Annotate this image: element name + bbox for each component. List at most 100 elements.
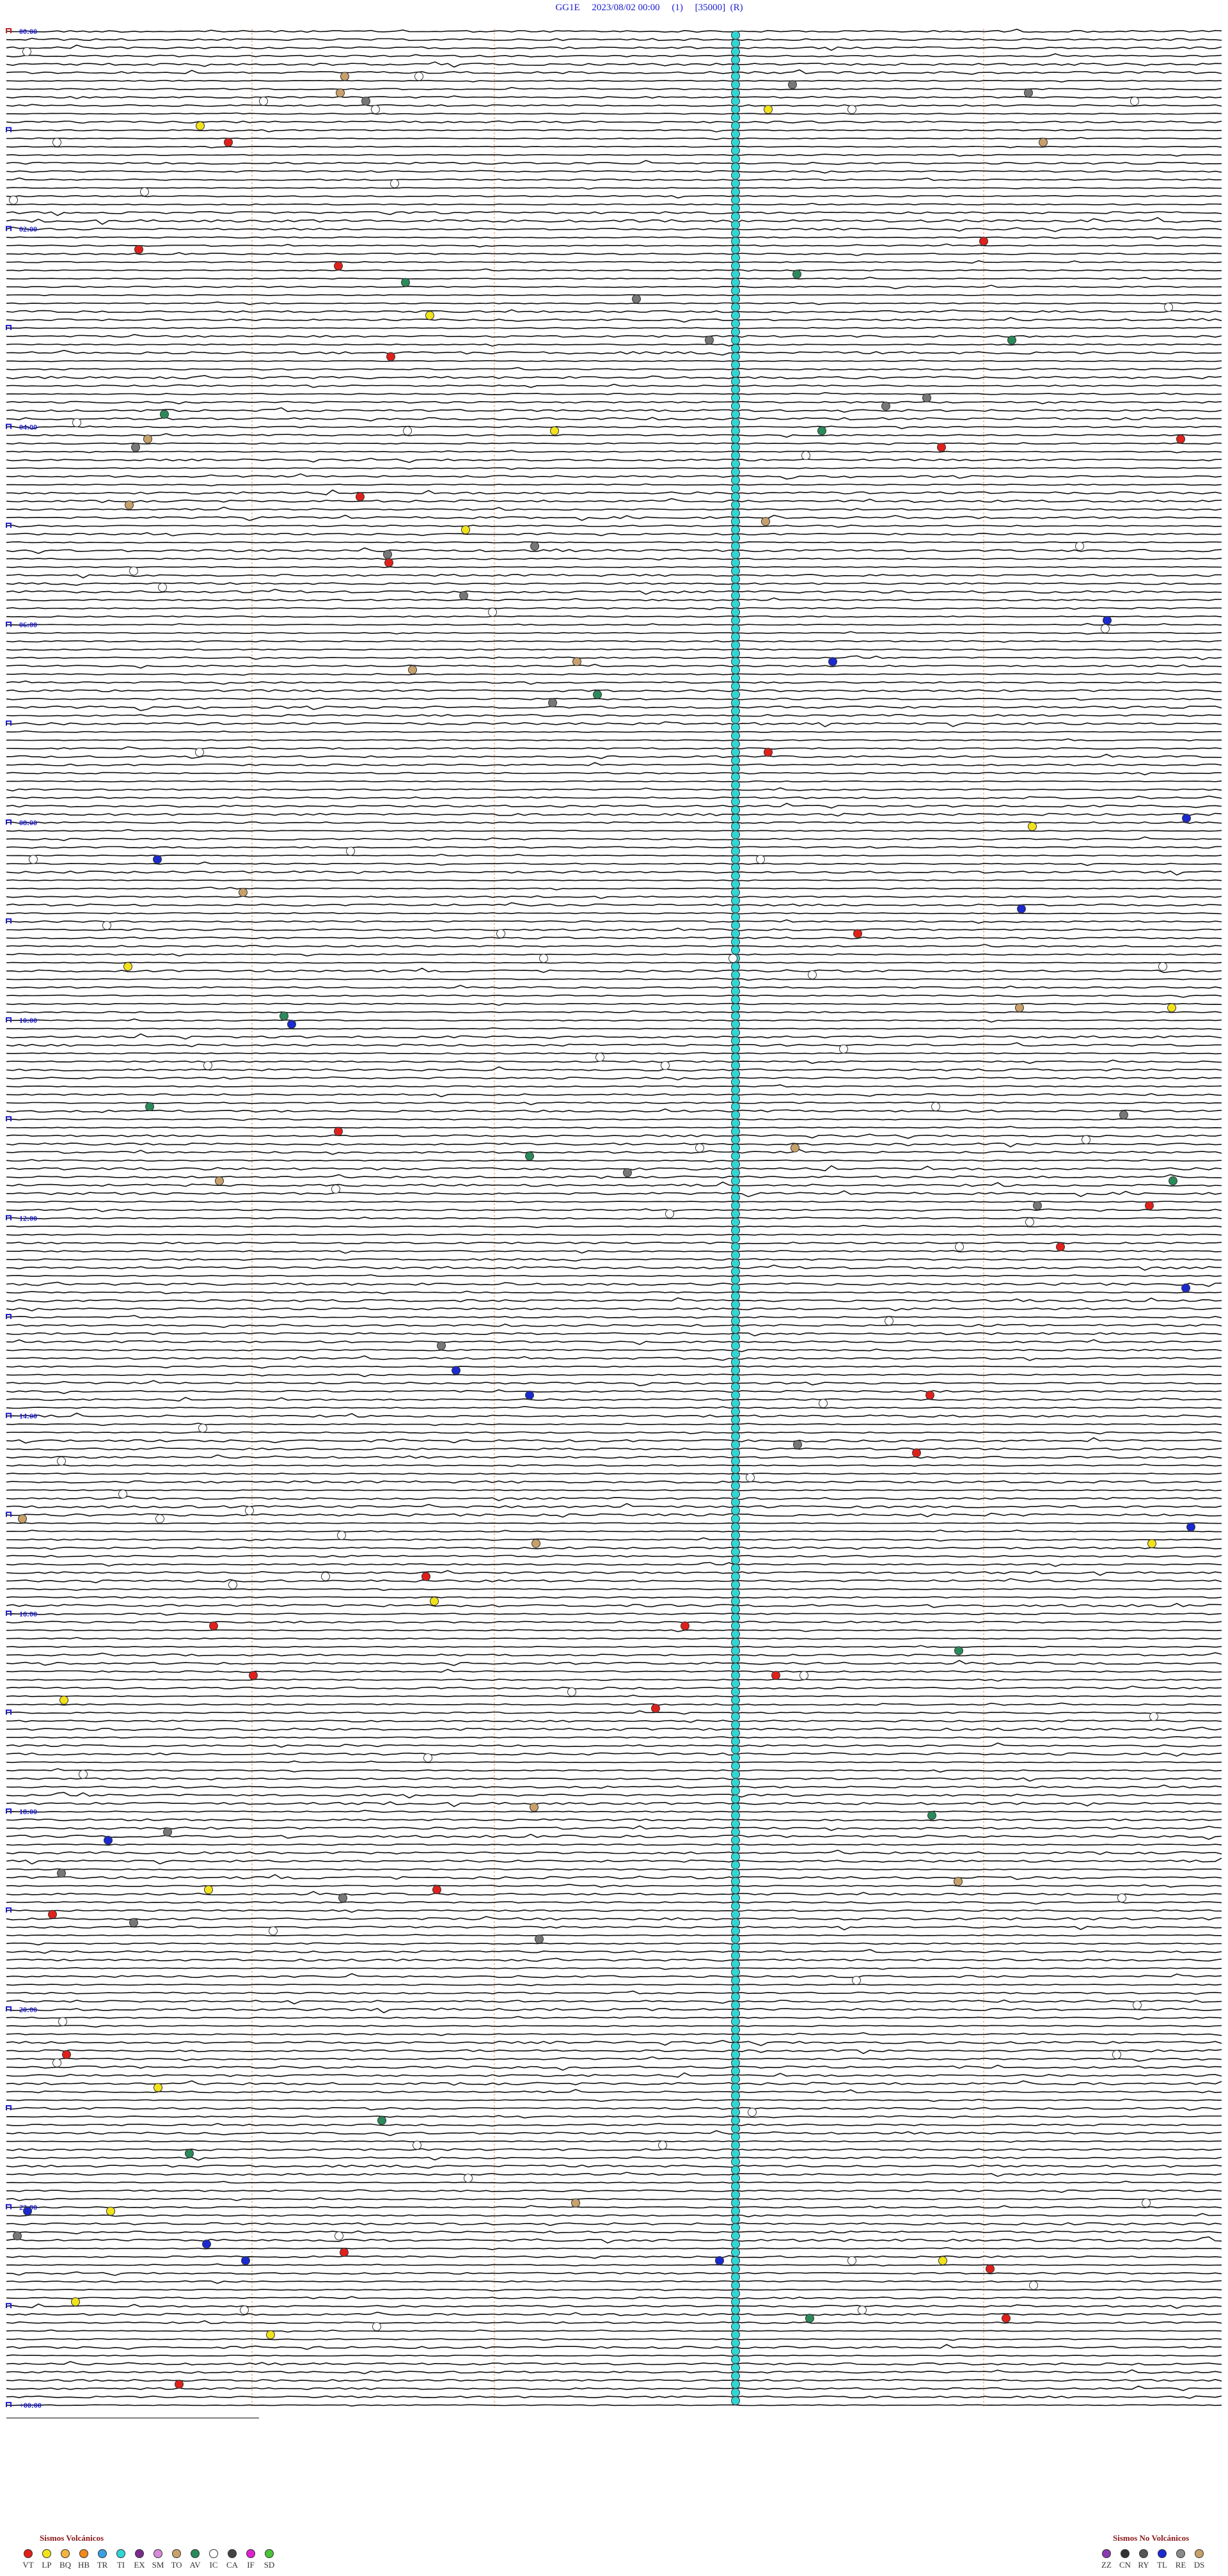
trace <box>6 1241 1222 1245</box>
event-marker <box>1149 1712 1158 1721</box>
event-marker <box>731 657 740 667</box>
trace <box>6 1719 1222 1723</box>
trace <box>6 400 1222 405</box>
event-marker <box>731 2248 740 2257</box>
event-marker <box>155 1514 164 1524</box>
event-marker <box>731 846 740 856</box>
event-marker <box>731 1959 740 1969</box>
event-marker <box>731 632 740 642</box>
legend-symbol <box>98 2549 107 2558</box>
hour-bracket <box>6 523 12 528</box>
event-marker <box>658 2140 667 2150</box>
event-marker <box>705 335 714 345</box>
event-marker <box>912 1448 921 1458</box>
trace <box>6 1973 1222 1979</box>
event-marker <box>731 385 740 395</box>
trace <box>6 349 1222 356</box>
event-marker <box>931 1102 940 1112</box>
event-marker <box>731 63 740 73</box>
event-marker <box>371 104 380 114</box>
event-marker <box>1103 615 1112 625</box>
event-marker <box>731 821 740 831</box>
hour-bracket <box>6 720 12 726</box>
event-marker <box>731 607 740 617</box>
trace <box>6 2039 1222 2046</box>
event-marker <box>731 2115 740 2125</box>
hour-bracket <box>6 2303 12 2309</box>
trace <box>6 1784 1222 1789</box>
event-marker <box>1039 138 1048 147</box>
event-marker <box>287 1020 296 1029</box>
trace <box>6 663 1222 669</box>
event-marker <box>731 1753 740 1762</box>
event-marker <box>731 1613 740 1622</box>
trace <box>6 1423 1222 1426</box>
trace <box>6 1777 1222 1782</box>
trace <box>6 129 1222 132</box>
event-marker <box>195 747 204 757</box>
event-marker <box>535 1934 544 1944</box>
trace <box>6 984 1222 989</box>
event-marker <box>496 929 505 938</box>
legend-symbol <box>1158 2549 1167 2558</box>
trace <box>6 1833 1222 1840</box>
event-marker <box>793 1440 802 1450</box>
event-marker <box>731 978 740 988</box>
event-marker <box>413 2140 421 2150</box>
trace <box>6 391 1222 395</box>
trace <box>6 541 1222 544</box>
event-marker <box>986 2264 995 2273</box>
legend-symbol <box>1195 2549 1204 2558</box>
legend-title: Sismos Volcánicos <box>40 2533 104 2543</box>
event-marker <box>731 1506 740 1515</box>
legend-code: IC <box>210 2560 218 2570</box>
event-marker <box>731 1646 740 1655</box>
trace <box>6 615 1222 618</box>
event-marker <box>731 871 740 881</box>
event-marker <box>731 38 740 48</box>
event-marker <box>731 195 740 205</box>
trace <box>6 1990 1222 1995</box>
event-marker <box>731 1951 740 1961</box>
event-marker <box>488 607 497 617</box>
event-marker <box>731 1168 740 1178</box>
event-marker <box>731 649 740 658</box>
trace <box>6 879 1222 881</box>
event-marker <box>731 1835 740 1845</box>
trace <box>6 2369 1222 2375</box>
event-marker <box>731 1563 740 1573</box>
event-marker <box>731 1728 740 1738</box>
event-marker <box>927 1811 936 1821</box>
event-marker <box>731 1366 740 1375</box>
event-marker <box>731 492 740 502</box>
event-marker <box>731 253 740 262</box>
event-marker <box>1075 541 1084 551</box>
trace <box>6 1792 1222 1799</box>
event-marker <box>731 1531 740 1540</box>
trace <box>6 2344 1222 2350</box>
trace <box>6 1503 1222 1508</box>
event-marker <box>731 2330 740 2339</box>
event-marker <box>1164 303 1173 312</box>
trace <box>6 1389 1222 1395</box>
trace <box>6 1537 1222 1542</box>
trace <box>6 1480 1222 1484</box>
trace <box>6 1702 1222 1706</box>
trace <box>6 967 1222 974</box>
trace <box>6 1916 1222 1921</box>
event-marker <box>731 814 740 823</box>
event-marker <box>731 921 740 930</box>
event-marker <box>819 1398 828 1408</box>
event-marker <box>731 1102 740 1112</box>
trace <box>6 1134 1222 1139</box>
trace <box>6 1380 1222 1387</box>
event-marker <box>731 1869 740 1878</box>
event-marker <box>215 1176 224 1186</box>
event-marker <box>731 2280 740 2290</box>
event-marker <box>202 2240 211 2249</box>
event-marker <box>731 1464 740 1474</box>
event-marker <box>224 138 233 147</box>
trace <box>6 1339 1222 1345</box>
event-marker <box>731 72 740 81</box>
event-marker <box>530 1803 539 1812</box>
